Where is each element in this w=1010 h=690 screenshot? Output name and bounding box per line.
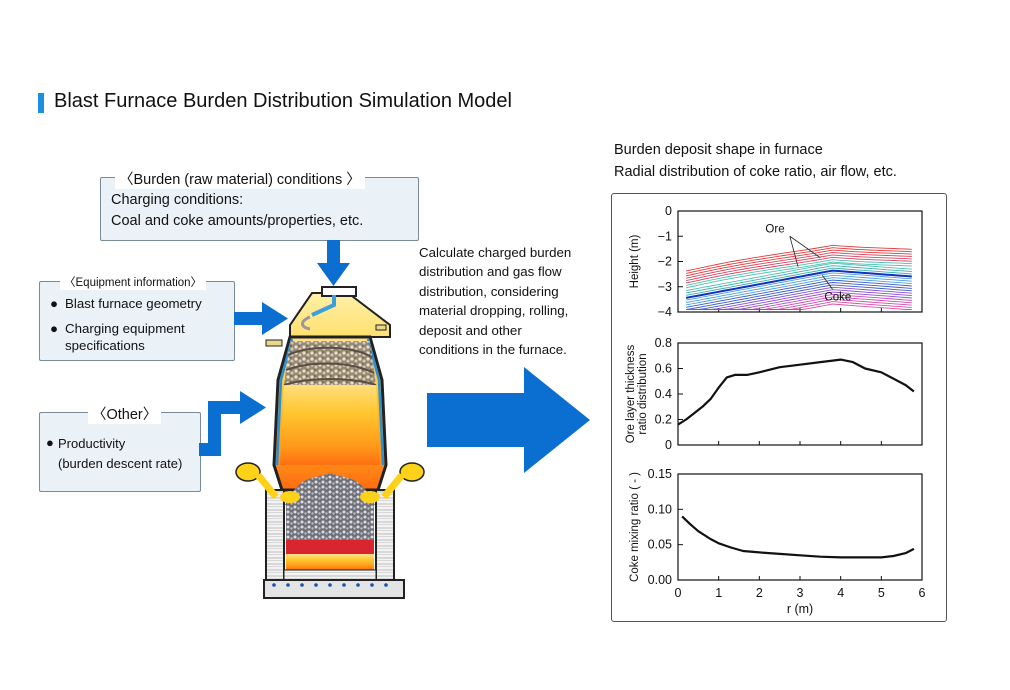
other-heading: 〈Other〉 <box>88 403 162 424</box>
big-right-arrow-icon <box>427 367 590 473</box>
y-axis-label: Ore layer thickness <box>625 345 637 444</box>
y-tick-label: 0.4 <box>655 387 672 401</box>
burden-conditions-heading: 〈Burden (raw material) conditions 〉 <box>115 168 365 189</box>
other-conditions-box: 〈Other〉 ● Productivity (burden descent r… <box>39 403 201 492</box>
deposit-layer-line <box>686 256 912 284</box>
x-tick-label: 3 <box>797 586 804 600</box>
deposit-layer-line <box>686 265 912 294</box>
title-accent-bar <box>38 93 44 113</box>
deposit-layer-line <box>686 259 912 286</box>
deposit-layer-line <box>686 252 912 279</box>
y-tick-label: 0.2 <box>655 413 672 427</box>
series-line <box>681 515 915 559</box>
charts-svg: 0 −1 −2 −3 −4 Height (m) 0 0.2 0.4 0.6 0.8 Ore laye… <box>625 204 926 616</box>
description-line: distribution and gas flow <box>419 264 562 280</box>
deposit-layer-line <box>686 249 912 277</box>
deposit-layer-line <box>686 274 912 303</box>
charging-conditions-label: Charging conditions: <box>111 192 244 208</box>
coke-layer-line <box>685 269 912 299</box>
series-line <box>677 358 915 426</box>
results-heading: Burden deposit shape in furnace Radial d… <box>614 139 897 183</box>
chart-panel: 0 −1 −2 −3 −4 Height (m) 0 0.2 0.4 0.6 0.8 Ore laye… <box>611 193 947 622</box>
ore-pointer <box>789 236 799 267</box>
y-axis-label: ratio distribution <box>637 353 649 434</box>
charging-equipment-item: Charging equipment <box>65 321 185 336</box>
deposit-layer-line <box>686 277 912 306</box>
description-line: material dropping, rolling, <box>419 303 569 319</box>
page-title: Blast Furnace Burden Distribution Simula… <box>54 90 512 112</box>
x-tick-label: 2 <box>756 586 763 600</box>
y-tick-label: 0.8 <box>655 336 672 350</box>
y-tick-label: −4 <box>658 305 672 319</box>
description-line: Calculate charged burden <box>419 245 572 260</box>
productivity-item: Productivity <box>58 436 126 451</box>
blast-furnace-illustration <box>235 286 425 599</box>
ore-pointer <box>789 235 821 259</box>
x-tick-label: 0 <box>675 586 682 600</box>
results-heading-line1: Burden deposit shape in furnace <box>614 142 823 158</box>
y-tick-label: −3 <box>658 280 672 294</box>
deposit-layer-line <box>686 261 912 289</box>
deposit-layer-line <box>686 279 912 308</box>
equipment-information-box: 〈Equipment information〉 ● Blast furnace … <box>39 274 235 361</box>
y-tick-label: 0 <box>665 204 672 218</box>
deposit-layer-line <box>686 244 912 272</box>
burden-descent-rate-item: (burden descent rate) <box>58 456 183 471</box>
equipment-information-heading: 〈Equipment information〉 <box>60 274 207 290</box>
deposit-layer-line <box>686 282 912 310</box>
y-axis-label: Height (m) <box>629 234 641 288</box>
coke-pointer <box>822 275 833 290</box>
description-line: distribution, considering <box>419 283 559 299</box>
deposit-layer-line <box>686 284 912 310</box>
deposit-layer-line <box>686 272 912 301</box>
deposit-layer-line <box>686 289 912 310</box>
x-axis-label: r (m) <box>787 602 813 616</box>
y-tick-label: 0 <box>665 438 672 452</box>
charging-equipment-item-cont: specifications <box>65 338 145 353</box>
y-tick-label: −2 <box>658 255 672 269</box>
bullet-icon: ● <box>50 321 59 336</box>
calculation-description: Calculate charged burden distribution an… <box>419 243 571 359</box>
results-heading-line2: Radial distribution of coke ratio, air f… <box>614 164 897 180</box>
deposit-layer-line <box>686 286 912 310</box>
deposit-layer-line <box>686 254 912 282</box>
x-tick-label: 5 <box>878 586 885 600</box>
description-line: conditions in the furnace. <box>419 342 567 358</box>
coke-annotation: Coke <box>824 292 851 304</box>
deposit-layer-line <box>686 303 912 310</box>
burden-conditions-box: 〈Burden (raw material) conditions 〉 Char… <box>100 168 419 241</box>
y-axis-label: Coke mixing ratio ( - ) <box>629 472 641 582</box>
right-arrow-icon <box>234 302 288 335</box>
y-tick-label: 0.15 <box>648 467 672 481</box>
description-line: deposit and other <box>419 322 522 338</box>
y-tick-label: 0.00 <box>648 573 672 587</box>
bent-arrow-icon <box>199 391 266 456</box>
x-tick-label: 4 <box>837 586 844 600</box>
y-tick-label: 0.05 <box>648 538 672 552</box>
bullet-icon: ● <box>46 435 54 450</box>
coal-coke-amounts-text: Coal and coke amounts/properties, etc. <box>111 213 364 229</box>
y-tick-label: 0.10 <box>648 502 672 516</box>
ore-annotation: Ore <box>765 223 784 235</box>
x-tick-label: 1 <box>715 586 722 600</box>
down-arrow-icon <box>317 240 350 286</box>
deposit-layer-line <box>686 267 912 296</box>
deposit-layer-line <box>686 262 912 291</box>
deposit-layer-line <box>686 247 912 274</box>
y-tick-label: 0.6 <box>655 362 672 376</box>
furnace-geometry-item: Blast furnace geometry <box>65 296 202 311</box>
plot-frame <box>677 473 923 581</box>
x-tick-label: 6 <box>919 586 926 600</box>
y-tick-label: −1 <box>658 229 672 243</box>
bullet-icon: ● <box>50 296 59 311</box>
